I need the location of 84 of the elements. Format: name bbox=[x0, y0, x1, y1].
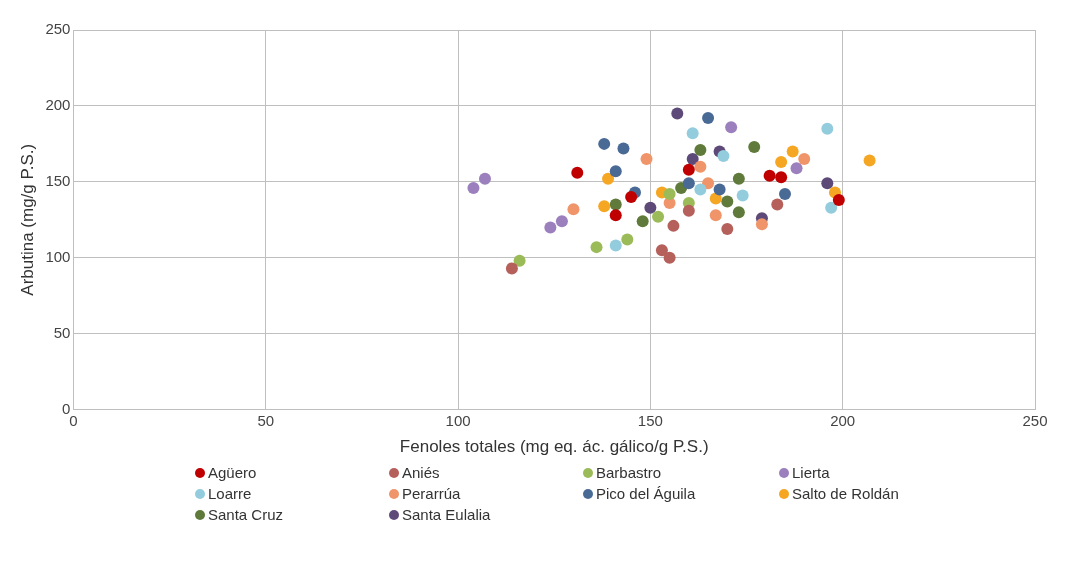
point bbox=[694, 183, 707, 196]
point bbox=[609, 239, 622, 252]
point bbox=[775, 156, 788, 169]
point bbox=[686, 127, 699, 140]
point bbox=[775, 171, 788, 184]
point bbox=[544, 221, 557, 234]
x-tick-label: 200 bbox=[830, 411, 856, 429]
point bbox=[790, 162, 803, 175]
point bbox=[598, 137, 611, 150]
point bbox=[625, 191, 638, 204]
point bbox=[709, 209, 722, 222]
point bbox=[555, 215, 568, 228]
y-axis-title: Arbutina (mg/g P.S.) bbox=[17, 143, 37, 296]
point bbox=[694, 160, 707, 173]
point bbox=[467, 181, 480, 194]
point bbox=[621, 233, 634, 246]
point bbox=[686, 153, 699, 166]
point bbox=[721, 222, 734, 235]
y-tick-label: 200 bbox=[45, 96, 71, 114]
point bbox=[602, 172, 615, 185]
point bbox=[832, 194, 845, 207]
point bbox=[478, 172, 491, 185]
x-tick-label: 250 bbox=[1022, 411, 1048, 429]
point bbox=[663, 251, 676, 264]
point bbox=[571, 166, 584, 179]
point bbox=[798, 153, 811, 166]
point bbox=[732, 206, 745, 219]
point bbox=[736, 189, 749, 202]
x-tick-label: 50 bbox=[257, 411, 275, 429]
point bbox=[590, 241, 603, 254]
x-tick-label: 100 bbox=[445, 411, 471, 429]
point bbox=[702, 112, 715, 125]
point bbox=[755, 218, 768, 231]
point bbox=[598, 200, 611, 213]
point bbox=[617, 142, 630, 155]
point bbox=[663, 187, 676, 200]
legend-label: Barbastro bbox=[596, 464, 662, 481]
point bbox=[821, 177, 834, 190]
point bbox=[771, 198, 784, 211]
y-tick-label: 0 bbox=[62, 399, 71, 417]
point bbox=[567, 203, 580, 216]
point bbox=[682, 204, 695, 217]
point bbox=[748, 140, 761, 153]
point bbox=[667, 219, 680, 232]
point bbox=[652, 210, 665, 223]
point bbox=[671, 107, 684, 120]
legend-label: Agüero bbox=[208, 464, 257, 481]
y-tick-label: 250 bbox=[45, 20, 71, 38]
x-tick-label: 150 bbox=[637, 411, 663, 429]
point bbox=[732, 172, 745, 185]
legend-label: Lierta bbox=[792, 464, 830, 481]
point bbox=[763, 169, 776, 182]
point bbox=[505, 262, 518, 275]
point bbox=[640, 153, 653, 166]
point bbox=[655, 244, 668, 257]
y-tick-label: 150 bbox=[45, 171, 71, 189]
point bbox=[636, 215, 649, 228]
point bbox=[786, 145, 799, 158]
point bbox=[725, 121, 738, 134]
point bbox=[863, 154, 876, 167]
point bbox=[682, 177, 695, 190]
point bbox=[682, 163, 695, 176]
point bbox=[821, 122, 834, 135]
legend-label: Pico del Águila bbox=[596, 485, 696, 502]
point bbox=[513, 254, 526, 267]
y-tick-label: 50 bbox=[53, 323, 71, 341]
legend-label: Perarrúa bbox=[402, 485, 461, 502]
legend-label: Salto de Roldán bbox=[792, 485, 899, 502]
legend-label: Santa Eulalia bbox=[402, 506, 491, 523]
point bbox=[609, 165, 622, 178]
legend-label: Santa Cruz bbox=[208, 506, 284, 523]
legend-label: Aniés bbox=[402, 464, 440, 481]
point bbox=[778, 187, 791, 200]
point bbox=[609, 209, 622, 222]
point bbox=[644, 201, 657, 214]
point bbox=[825, 201, 838, 214]
y-tick-label: 100 bbox=[45, 247, 71, 265]
x-axis-title: Fenoles totales (mg eq. ác. gálico/g P.S.) bbox=[399, 437, 709, 457]
legend-label: Loarre bbox=[208, 485, 252, 502]
point bbox=[713, 183, 726, 196]
point bbox=[609, 198, 622, 211]
point bbox=[721, 195, 734, 208]
point bbox=[717, 150, 730, 163]
point bbox=[694, 143, 707, 156]
